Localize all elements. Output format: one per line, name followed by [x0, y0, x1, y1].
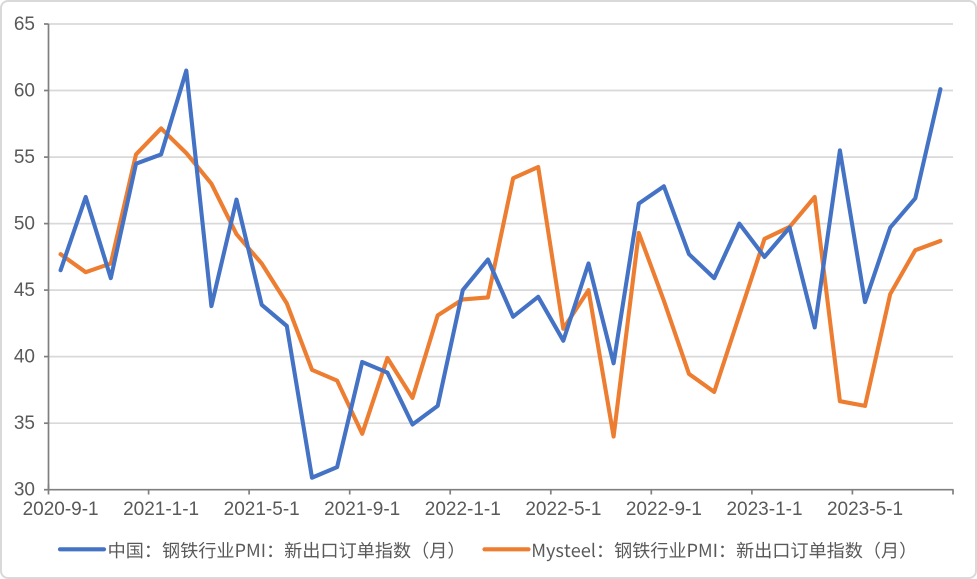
svg-text:30: 30	[14, 480, 35, 501]
svg-text:60: 60	[14, 80, 35, 101]
svg-text:2020-9-1: 2020-9-1	[23, 499, 99, 520]
svg-text:2021-1-1: 2021-1-1	[123, 499, 199, 520]
svg-text:50: 50	[14, 213, 35, 234]
svg-text:35: 35	[14, 413, 35, 434]
svg-text:2022-9-1: 2022-9-1	[626, 499, 702, 520]
svg-text:55: 55	[14, 147, 35, 168]
svg-text:2023-1-1: 2023-1-1	[726, 499, 802, 520]
svg-text:40: 40	[14, 346, 35, 367]
svg-text:45: 45	[14, 280, 35, 301]
svg-text:2021-5-1: 2021-5-1	[224, 499, 300, 520]
svg-text:2022-5-1: 2022-5-1	[525, 499, 601, 520]
svg-text:2023-5-1: 2023-5-1	[827, 499, 903, 520]
svg-text:65: 65	[14, 14, 35, 35]
svg-text:2022-1-1: 2022-1-1	[425, 499, 501, 520]
svg-text:2021-9-1: 2021-9-1	[324, 499, 400, 520]
